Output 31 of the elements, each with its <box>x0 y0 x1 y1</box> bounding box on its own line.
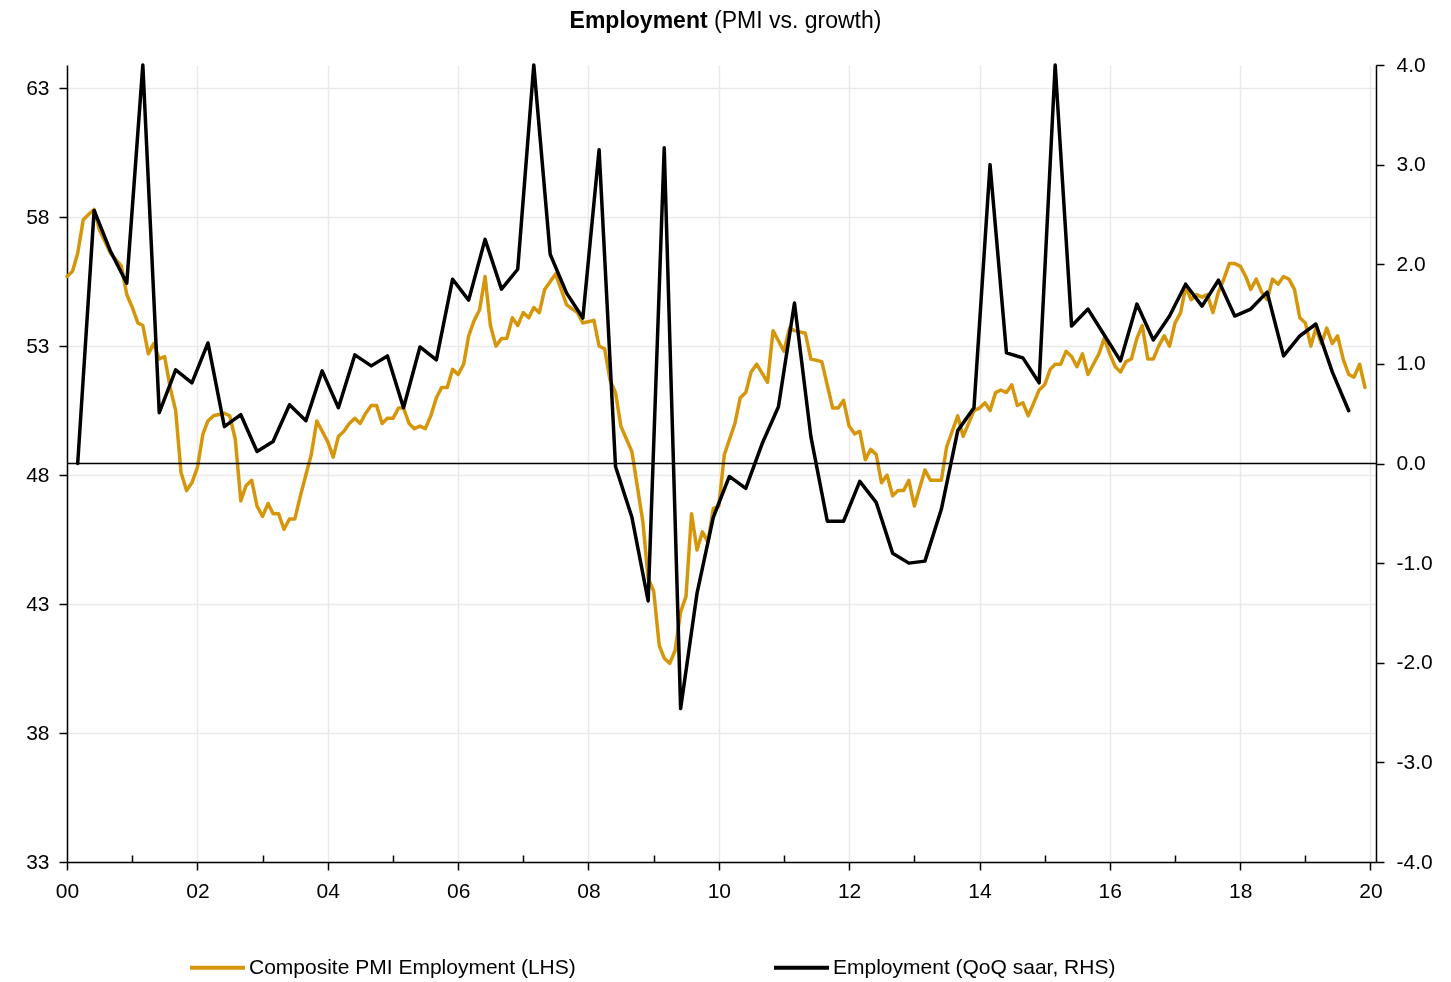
y-tick-label: 63 <box>26 75 50 99</box>
y2-tick-label: 3.0 <box>1396 152 1426 176</box>
x-tick-label: 14 <box>968 878 993 902</box>
x-tick-label: 12 <box>837 878 862 902</box>
x-tick-label: 00 <box>55 878 80 902</box>
y2-tick-label: -3.0 <box>1396 749 1433 773</box>
x-tick-label: 08 <box>577 878 601 902</box>
y2-tick-label: -4.0 <box>1396 849 1433 873</box>
x-tick-label: 06 <box>446 878 471 902</box>
y-tick-label: 58 <box>26 204 50 228</box>
x-tick-label: 18 <box>1229 878 1253 902</box>
y-tick-label: 43 <box>26 591 50 615</box>
y-tick-label: 53 <box>26 333 50 357</box>
chart-title: Employment <box>569 7 708 33</box>
y2-tick-label: 2.0 <box>1396 251 1426 275</box>
x-tick-label: 02 <box>186 878 210 902</box>
y2-tick-label: 0.0 <box>1396 451 1426 474</box>
x-tick-label: 16 <box>1098 878 1122 902</box>
x-tick-label: 20 <box>1359 878 1383 902</box>
x-tick-label: 04 <box>316 878 341 902</box>
y2-tick-label: 1.0 <box>1396 351 1426 375</box>
y-tick-label: 38 <box>26 720 50 744</box>
y2-tick-label: -1.0 <box>1396 550 1433 574</box>
y2-tick-label: 4.0 <box>1396 52 1426 76</box>
x-tick-label: 10 <box>707 878 731 902</box>
y2-tick-label: -2.0 <box>1396 650 1433 674</box>
y-tick-label: 48 <box>26 462 50 486</box>
chart-subtitle: (PMI vs. growth) <box>713 7 882 33</box>
legend-label: Employment (QoQ saar, RHS) <box>833 954 1116 978</box>
y-tick-label: 33 <box>26 849 50 873</box>
legend-label: Composite PMI Employment (LHS) <box>249 954 576 978</box>
